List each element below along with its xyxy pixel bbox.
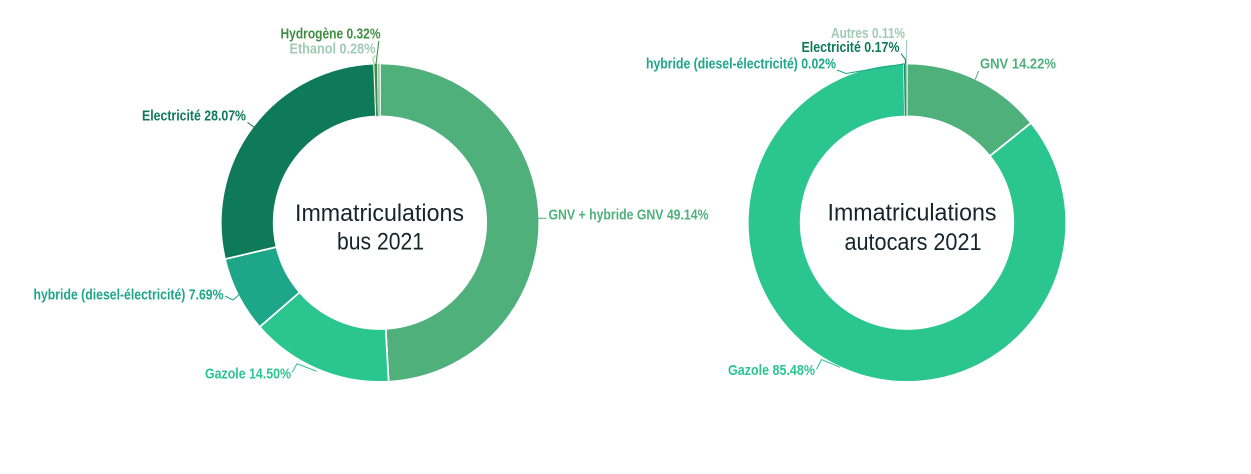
svg-text:Immatriculations: Immatriculations xyxy=(295,200,464,227)
svg-text:Autres 0.11%: Autres 0.11% xyxy=(831,25,905,42)
svg-text:Hydrogène 0.32%: Hydrogène 0.32% xyxy=(281,26,381,43)
svg-text:autocars 2021: autocars 2021 xyxy=(845,229,982,256)
svg-text:hybride (diesel-électricité) 0: hybride (diesel-électricité) 0.02% xyxy=(646,56,836,73)
svg-text:Electricité 0.17%: Electricité 0.17% xyxy=(802,39,900,56)
svg-text:GNV 14.22%: GNV 14.22% xyxy=(980,56,1056,73)
svg-text:bus 2021: bus 2021 xyxy=(337,229,424,256)
svg-text:Immatriculations: Immatriculations xyxy=(828,200,997,227)
svg-text:Gazole 85.48%: Gazole 85.48% xyxy=(728,362,815,379)
svg-text:Ethanol 0.28%: Ethanol 0.28% xyxy=(290,41,376,58)
svg-text:Gazole 14.50%: Gazole 14.50% xyxy=(205,366,291,383)
svg-text:hybride (diesel-électricité) 7: hybride (diesel-électricité) 7.69% xyxy=(34,287,224,304)
svg-text:Electricité 28.07%: Electricité 28.07% xyxy=(142,108,246,125)
svg-text:GNV + hybride GNV 49.14%: GNV + hybride GNV 49.14% xyxy=(549,207,709,224)
